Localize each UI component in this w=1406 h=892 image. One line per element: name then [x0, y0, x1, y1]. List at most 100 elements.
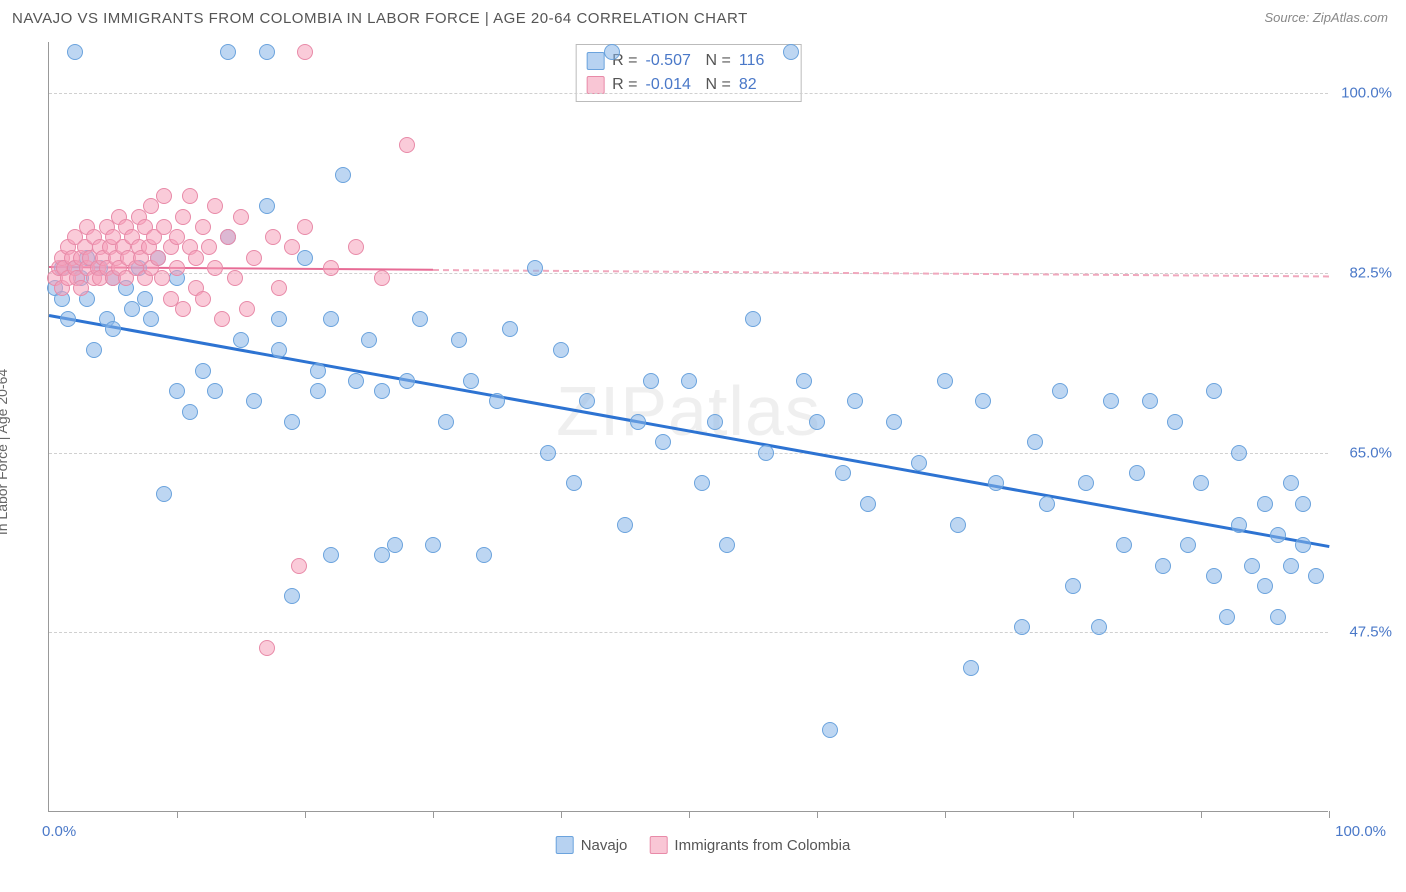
scatter-point [265, 229, 281, 245]
scatter-point [1206, 383, 1222, 399]
scatter-point [297, 44, 313, 60]
scatter-point [156, 486, 172, 502]
scatter-point [195, 219, 211, 235]
x-tick [689, 811, 690, 818]
scatter-point [1295, 537, 1311, 553]
scatter-point [335, 167, 351, 183]
scatter-point [860, 496, 876, 512]
swatch-blue-icon [586, 52, 604, 70]
scatter-point [1219, 609, 1235, 625]
scatter-point [239, 301, 255, 317]
x-tick [177, 811, 178, 818]
scatter-point [233, 209, 249, 225]
scatter-point [1270, 609, 1286, 625]
scatter-point [175, 301, 191, 317]
scatter-point [476, 547, 492, 563]
x-axis-min-label: 0.0% [42, 823, 76, 840]
scatter-point [259, 198, 275, 214]
scatter-point [361, 332, 377, 348]
scatter-point [169, 260, 185, 276]
scatter-point [1142, 393, 1158, 409]
scatter-point [911, 455, 927, 471]
scatter-point [156, 188, 172, 204]
bottom-legend: Navajo Immigrants from Colombia [556, 836, 851, 854]
scatter-point [137, 291, 153, 307]
scatter-point [1180, 537, 1196, 553]
scatter-point [1231, 445, 1247, 461]
stat-R-navajo: -0.507 [646, 49, 698, 73]
x-tick [1073, 811, 1074, 818]
scatter-point [1103, 393, 1119, 409]
scatter-point [67, 44, 83, 60]
scatter-point [1155, 558, 1171, 574]
gridline-h [49, 453, 1328, 454]
scatter-point [694, 475, 710, 491]
swatch-pink-icon [586, 76, 604, 94]
scatter-point [1193, 475, 1209, 491]
scatter-point [579, 393, 595, 409]
stat-N-label: N = [706, 49, 731, 73]
scatter-point [323, 547, 339, 563]
scatter-point [323, 311, 339, 327]
x-tick [1329, 811, 1330, 818]
x-tick [305, 811, 306, 818]
y-tick-label: 100.0% [1334, 85, 1392, 102]
scatter-point [1257, 578, 1273, 594]
x-tick [945, 811, 946, 818]
scatter-point [604, 44, 620, 60]
scatter-point [259, 44, 275, 60]
scatter-point [86, 342, 102, 358]
scatter-point [1078, 475, 1094, 491]
scatter-point [681, 373, 697, 389]
scatter-point [745, 311, 761, 327]
scatter-point [220, 229, 236, 245]
swatch-blue-icon [556, 836, 574, 854]
scatter-point [1091, 619, 1107, 635]
chart-title: NAVAJO VS IMMIGRANTS FROM COLOMBIA IN LA… [12, 10, 748, 27]
scatter-point [399, 137, 415, 153]
scatter-point [617, 517, 633, 533]
source-label: Source: ZipAtlas.com [1264, 10, 1388, 25]
scatter-point [271, 311, 287, 327]
scatter-point [719, 537, 735, 553]
scatter-point [220, 44, 236, 60]
scatter-point [540, 445, 556, 461]
scatter-point [1129, 465, 1145, 481]
scatter-point [271, 342, 287, 358]
scatter-point [463, 373, 479, 389]
scatter-point [169, 383, 185, 399]
scatter-point [60, 311, 76, 327]
scatter-point [438, 414, 454, 430]
scatter-point [195, 291, 211, 307]
scatter-point [707, 414, 723, 430]
x-tick [433, 811, 434, 818]
scatter-point [1283, 475, 1299, 491]
scatter-point [1116, 537, 1132, 553]
scatter-point [655, 434, 671, 450]
x-tick [561, 811, 562, 818]
swatch-pink-icon [649, 836, 667, 854]
scatter-plot: ZIPatlas R = -0.507 N = 116 R = -0.014 N… [48, 42, 1328, 812]
scatter-point [399, 373, 415, 389]
scatter-point [1270, 527, 1286, 543]
scatter-point [143, 311, 159, 327]
scatter-point [1283, 558, 1299, 574]
scatter-point [1295, 496, 1311, 512]
scatter-point [412, 311, 428, 327]
y-tick-label: 82.5% [1334, 265, 1392, 282]
scatter-point [1052, 383, 1068, 399]
scatter-point [182, 188, 198, 204]
scatter-point [348, 373, 364, 389]
gridline-h [49, 93, 1328, 94]
scatter-point [323, 260, 339, 276]
scatter-point [284, 239, 300, 255]
gridline-h [49, 632, 1328, 633]
scatter-point [105, 321, 121, 337]
scatter-point [175, 209, 191, 225]
scatter-point [1257, 496, 1273, 512]
x-axis-max-label: 100.0% [1335, 823, 1386, 840]
legend-label-navajo: Navajo [581, 837, 628, 854]
scatter-point [1167, 414, 1183, 430]
scatter-point [1244, 558, 1260, 574]
scatter-point [975, 393, 991, 409]
